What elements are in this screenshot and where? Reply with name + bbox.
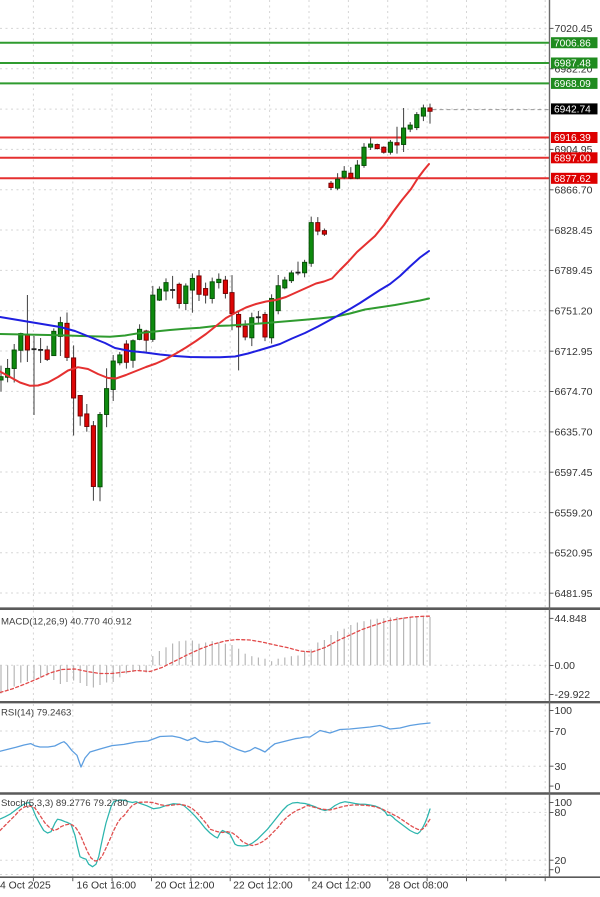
svg-text:30: 30 <box>555 761 567 773</box>
svg-text:6789.45: 6789.45 <box>555 265 593 277</box>
svg-text:7020.45: 7020.45 <box>555 23 593 35</box>
svg-text:100: 100 <box>555 797 573 809</box>
svg-text:6481.95: 6481.95 <box>555 588 593 600</box>
svg-text:100: 100 <box>555 705 573 717</box>
svg-text:6597.45: 6597.45 <box>555 467 593 479</box>
svg-text:44.848: 44.848 <box>555 613 587 625</box>
svg-text:6712.95: 6712.95 <box>555 346 593 358</box>
svg-text:6916.39: 6916.39 <box>554 133 591 144</box>
svg-text:RSI(14) 79.2463: RSI(14) 79.2463 <box>1 707 71 718</box>
svg-text:6942.74: 6942.74 <box>554 105 591 116</box>
svg-text:6866.70: 6866.70 <box>555 185 593 197</box>
svg-text:70: 70 <box>555 726 567 738</box>
svg-text:20: 20 <box>555 855 567 867</box>
svg-text:16 Oct 16:00: 16 Oct 16:00 <box>77 881 137 892</box>
svg-text:24 Oct 12:00: 24 Oct 12:00 <box>311 881 371 892</box>
svg-text:Stoch(5,3,3) 89.2776 79.2780: Stoch(5,3,3) 89.2776 79.2780 <box>1 798 128 809</box>
svg-text:4 Oct 2025: 4 Oct 2025 <box>0 881 51 892</box>
svg-text:0: 0 <box>555 864 561 876</box>
svg-text:6968.09: 6968.09 <box>554 79 591 90</box>
svg-text:6828.45: 6828.45 <box>555 225 593 237</box>
svg-text:6897.00: 6897.00 <box>554 154 591 165</box>
svg-text:6674.70: 6674.70 <box>555 386 593 398</box>
svg-text:28 Oct 08:00: 28 Oct 08:00 <box>389 881 449 892</box>
svg-text:22 Oct 12:00: 22 Oct 12:00 <box>233 881 293 892</box>
svg-text:6877.62: 6877.62 <box>554 174 591 185</box>
svg-text:6559.20: 6559.20 <box>555 507 593 519</box>
svg-text:6751.20: 6751.20 <box>555 306 593 318</box>
svg-text:6635.70: 6635.70 <box>555 427 593 439</box>
svg-text:-29.922: -29.922 <box>555 689 591 701</box>
svg-text:6520.95: 6520.95 <box>555 548 593 560</box>
svg-text:80: 80 <box>555 807 567 819</box>
svg-text:7006.86: 7006.86 <box>554 38 591 49</box>
svg-text:20 Oct 12:00: 20 Oct 12:00 <box>155 881 215 892</box>
svg-text:0.00: 0.00 <box>555 660 576 672</box>
svg-text:6987.48: 6987.48 <box>554 59 591 70</box>
svg-text:MACD(12,26,9) 40.770 40.912: MACD(12,26,9) 40.770 40.912 <box>1 616 132 627</box>
svg-text:0: 0 <box>555 781 561 793</box>
